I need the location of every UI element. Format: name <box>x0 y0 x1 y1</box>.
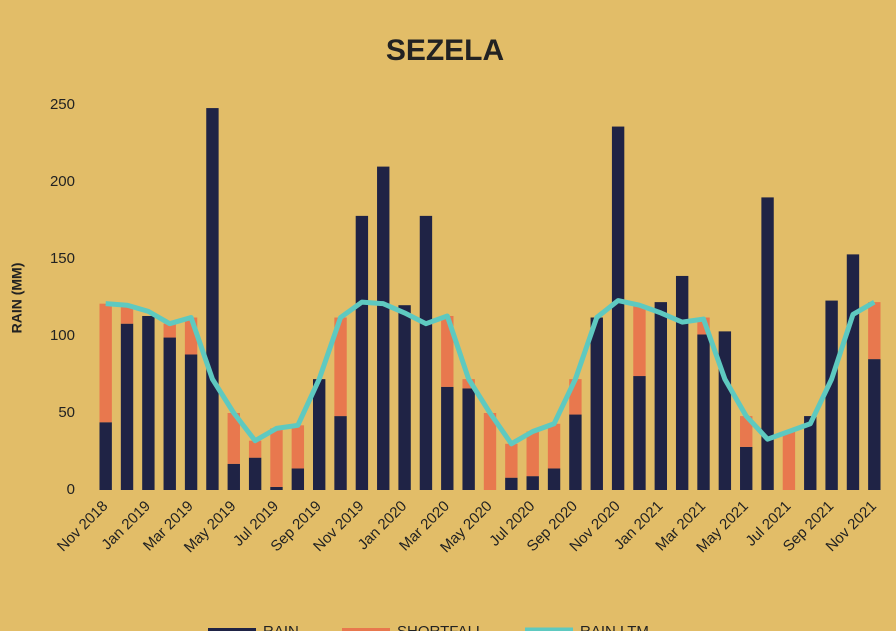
bar-segment <box>569 414 582 490</box>
bar-segment <box>142 315 155 490</box>
bar-segment <box>697 334 710 490</box>
y-tick-label: 50 <box>58 404 75 421</box>
legend-label: SHORTFALL <box>397 623 484 631</box>
bar-segment <box>782 431 796 490</box>
bar-segment <box>526 431 539 477</box>
bar-segment <box>505 477 518 490</box>
bar-segment <box>99 422 112 490</box>
bar-segment <box>868 359 881 490</box>
bar-segment <box>291 425 305 469</box>
bar-segment <box>590 317 603 490</box>
bar-segment <box>312 379 326 490</box>
bar-segment <box>163 337 176 490</box>
bar-segment <box>633 376 646 490</box>
ltm-line <box>105 298 876 447</box>
bar-segment <box>483 413 497 490</box>
bar-segment <box>611 126 625 490</box>
bar-segment <box>654 302 668 490</box>
bar-segment <box>547 423 561 469</box>
bar-segment <box>462 388 475 490</box>
bar-segment <box>184 354 198 490</box>
bar-segment <box>740 416 753 447</box>
bar-segment <box>419 215 433 490</box>
y-tick-label: 200 <box>50 173 75 190</box>
bar-segment <box>526 476 539 490</box>
bar-segment <box>120 323 134 490</box>
legend-swatch <box>208 628 256 631</box>
bar-segment <box>633 305 646 377</box>
legend-swatch <box>342 628 390 631</box>
bar-segment <box>291 468 305 490</box>
bar-segment <box>355 215 369 490</box>
bar-segment <box>441 386 454 490</box>
bar-segment <box>825 300 838 490</box>
bar-segment <box>718 331 732 490</box>
bar-segment <box>804 416 817 490</box>
y-tick-label: 250 <box>50 96 75 113</box>
bar-segment <box>227 413 240 464</box>
legend-label: RAIN <box>263 623 299 631</box>
y-tick-label: 150 <box>50 250 75 267</box>
y-tick-label: 100 <box>50 327 75 344</box>
bar-segment <box>248 457 262 490</box>
bar-segment <box>868 302 881 360</box>
bar-segment <box>441 315 454 387</box>
bar-segment <box>163 323 176 338</box>
bar-segment <box>120 305 134 324</box>
bar-segment <box>270 428 283 487</box>
bar-segment <box>547 468 561 490</box>
bar-segment <box>334 416 347 490</box>
bar-segment <box>99 303 112 423</box>
bar-segment <box>377 166 390 490</box>
bar-segment <box>248 440 262 458</box>
bar-segment <box>740 446 753 490</box>
bar-segment <box>398 305 411 490</box>
chart-title: SEZELA <box>386 34 504 67</box>
bar-segment <box>846 254 860 490</box>
bar-segment <box>270 486 283 490</box>
y-axis-label: RAIN (MM) <box>9 263 25 334</box>
bar-segment <box>227 463 240 490</box>
bar-segment <box>334 317 347 417</box>
bar-segment <box>505 443 518 478</box>
legend-label: RAIN LTM <box>580 623 649 631</box>
bar-segment <box>761 197 774 490</box>
y-tick-label: 0 <box>67 481 75 498</box>
bar-segment <box>206 108 219 490</box>
bar-segment <box>675 275 689 490</box>
